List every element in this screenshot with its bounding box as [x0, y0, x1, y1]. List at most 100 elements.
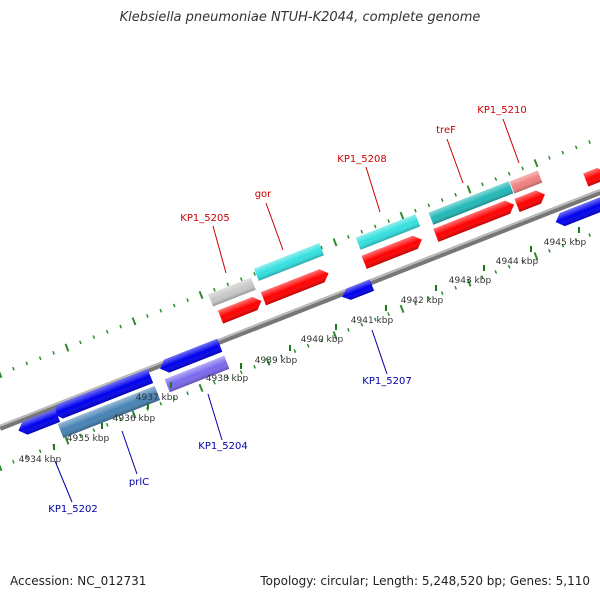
feature-blue-5[interactable]: [553, 197, 600, 228]
forward-track-tick: [146, 314, 149, 318]
gene-label[interactable]: gor: [255, 189, 272, 200]
feature-red-3-shade: [361, 235, 422, 269]
feature-gor-cyan[interactable]: [254, 243, 324, 281]
gene-leader-line: [54, 460, 73, 503]
forward-track-tick: [12, 366, 15, 371]
feature-kp1-5210-pink[interactable]: [509, 170, 543, 194]
kbp-tick-label: 4941 kbp: [351, 316, 394, 326]
reverse-track-tick: [533, 252, 539, 261]
reverse-track-tick: [347, 328, 350, 332]
feature-red-2[interactable]: [260, 267, 331, 306]
reverse-track-tick: [507, 264, 511, 269]
reverse-track-tick: [373, 317, 377, 322]
reverse-track-tick: [399, 304, 405, 313]
gene-label[interactable]: KP1_5205: [180, 213, 229, 224]
gene-label[interactable]: KP1_5207: [362, 376, 411, 387]
reverse-track-tick: [64, 436, 70, 445]
gene-label-layer: KP1_5205 gor KP1_5208 treF KP1_5210 KP1_5207 K…: [48, 105, 526, 515]
kbp-tick-label: 4935 kbp: [67, 434, 110, 444]
reverse-track-tick: [387, 312, 390, 317]
forward-track-tick: [119, 324, 122, 329]
reverse-track-tick: [440, 291, 444, 295]
feature-purple-shade: [164, 355, 230, 393]
kbp-tick-label: 4936 kbp: [113, 414, 156, 424]
forward-track-tick: [574, 145, 578, 150]
gene-label[interactable]: KP1_5202: [48, 504, 97, 515]
forward-track-tick: [347, 235, 350, 239]
feature-red-3[interactable]: [361, 233, 425, 269]
forward-track-tick: [548, 155, 551, 160]
feature-red-6[interactable]: [583, 165, 600, 187]
kbp-tick-label: 4934 kbp: [19, 455, 62, 465]
feature-blue-2[interactable]: [158, 338, 223, 375]
feature-kp1-5205-grey-shade: [208, 277, 256, 307]
forward-track-tick: [588, 140, 591, 144]
feature-blue-4[interactable]: [16, 408, 61, 437]
reverse-track-tick: [548, 248, 551, 253]
feature-red-2-shade: [260, 269, 329, 306]
feature-steelblue-shade: [57, 385, 161, 439]
forward-track-tick: [213, 287, 216, 292]
forward-track-tick: [159, 308, 163, 313]
gene-label[interactable]: treF: [436, 125, 456, 136]
reverse-track-tick: [92, 428, 96, 433]
forward-track-tick: [360, 229, 364, 234]
feature-blue-4-shade: [18, 408, 61, 435]
reverse-track-tick: [414, 301, 417, 306]
feature-red-1[interactable]: [217, 294, 264, 324]
gene-label[interactable]: KP1_5208: [337, 154, 386, 165]
reverse-track-tick: [213, 380, 216, 385]
reverse-track-tick: [119, 417, 122, 422]
gene-label[interactable]: prlC: [129, 477, 149, 488]
kbp-tick-label: 4940 kbp: [301, 335, 344, 345]
forward-track-tick: [332, 238, 338, 247]
reverse-track-tick: [280, 354, 283, 359]
feature-purple[interactable]: [164, 355, 230, 393]
gene-label[interactable]: KP1_5210: [477, 105, 526, 116]
kbp-tick-label: 4938 kbp: [206, 374, 249, 384]
feature-red-4-shade: [433, 200, 515, 242]
forward-track-tick: [25, 361, 29, 366]
feature-kp1-5208-cyan[interactable]: [355, 214, 421, 250]
feature-kp1-5210-pink-shade: [509, 170, 543, 194]
reverse-track-tick: [293, 349, 297, 353]
feature-red-4[interactable]: [433, 198, 516, 242]
feature-red-5[interactable]: [514, 188, 547, 213]
forward-track-tick: [52, 351, 55, 355]
feature-blue-1[interactable]: [340, 279, 375, 303]
reverse-track-tick: [265, 357, 271, 366]
forward-track-tick: [226, 282, 230, 287]
feature-red-5-shade: [514, 190, 545, 213]
map-title: Klebsiella pneumoniae NTUH-K2044, comple…: [119, 10, 481, 25]
forward-track-tick: [320, 245, 323, 250]
reverse-track-tick: [306, 343, 310, 348]
feature-blue-1-shade: [342, 279, 375, 300]
forward-track-tick: [507, 171, 511, 176]
feature-blue-3[interactable]: [51, 368, 154, 421]
feature-tref-teal[interactable]: [428, 181, 514, 225]
forward-track-tick: [79, 340, 82, 345]
reverse-track-tick: [454, 285, 457, 290]
forward-track-tick: [521, 166, 524, 171]
reverse-track-tick: [105, 422, 109, 427]
forward-track-tick: [38, 356, 42, 361]
forward-track-tick: [105, 329, 109, 334]
forward-track-tick: [64, 343, 70, 352]
reverse-track-tick: [131, 410, 137, 419]
gene-label[interactable]: KP1_5204: [198, 441, 247, 452]
feature-blue-3-shade: [53, 368, 154, 419]
reverse-track-tick: [198, 383, 204, 393]
kbp-tick-label: 4945 kbp: [544, 238, 587, 248]
reverse-track-tick: [481, 275, 484, 280]
feature-layer: [16, 165, 600, 439]
feature-kp1-5205-grey[interactable]: [208, 277, 256, 307]
forward-track-tick: [186, 298, 189, 303]
feature-steelblue[interactable]: [57, 385, 161, 439]
forward-track-tick: [253, 271, 256, 276]
reverse-track-tick: [521, 259, 524, 264]
forward-track-tick: [466, 185, 472, 194]
feature-kp1-5208-cyan-shade: [355, 214, 421, 250]
gene-leader-line: [212, 225, 227, 274]
reverse-track-tick: [588, 233, 591, 237]
